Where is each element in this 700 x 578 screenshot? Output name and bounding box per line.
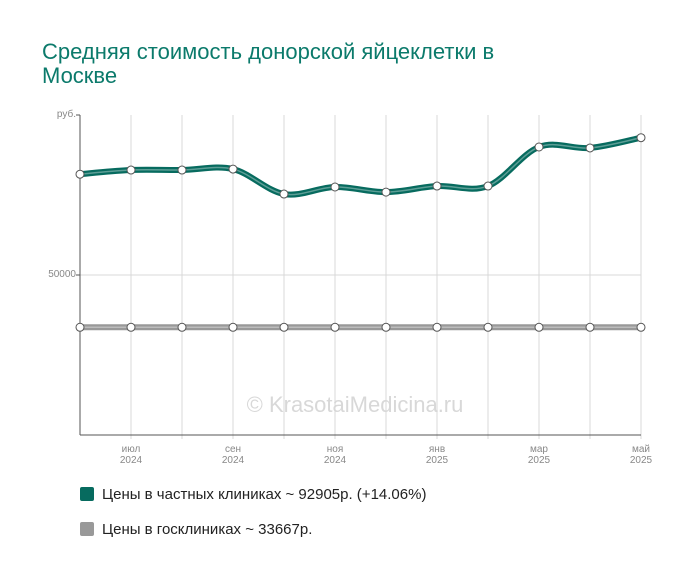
data-point [534,142,544,152]
x-tick-label: июл 2024 [119,444,143,466]
chart-title: Средняя стоимость донорской яйцеклетки в… [42,39,495,88]
data-point [483,181,493,191]
data-point [228,322,238,332]
legend-label: Цены в госклиниках ~ 33667р. [102,521,313,538]
y-tick-label: 50000 [48,269,76,280]
data-point [75,169,85,179]
data-point [432,181,442,191]
data-point [126,165,136,175]
data-point [279,189,289,199]
x-tick-label: янв 2025 [425,444,449,466]
legend-swatch [80,487,94,501]
data-point [636,322,646,332]
data-point [330,182,340,192]
watermark: © KrasotaiMedicina.ru [247,392,464,417]
x-tick-label: мар 2025 [527,444,551,466]
legend-swatch [80,522,94,536]
data-point [585,322,595,332]
data-point [534,322,544,332]
series-line [79,134,642,198]
data-point [381,322,391,332]
data-point [228,164,238,174]
data-point [330,322,340,332]
data-point [381,187,391,197]
data-point [636,133,646,143]
x-tick-label: май 2025 [629,444,653,466]
data-point [126,322,136,332]
data-point [432,322,442,332]
data-point [75,322,85,332]
x-tick-label: сен 2024 [221,444,245,466]
data-point [279,322,289,332]
data-point [177,322,187,332]
data-point [177,165,187,175]
legend-label: Цены в частных клиниках ~ 92905р. (+14.0… [102,486,427,503]
data-point [483,322,493,332]
y-tick-label: руб. [57,108,76,120]
data-point [585,143,595,153]
x-tick-label: ноя 2024 [323,444,347,466]
